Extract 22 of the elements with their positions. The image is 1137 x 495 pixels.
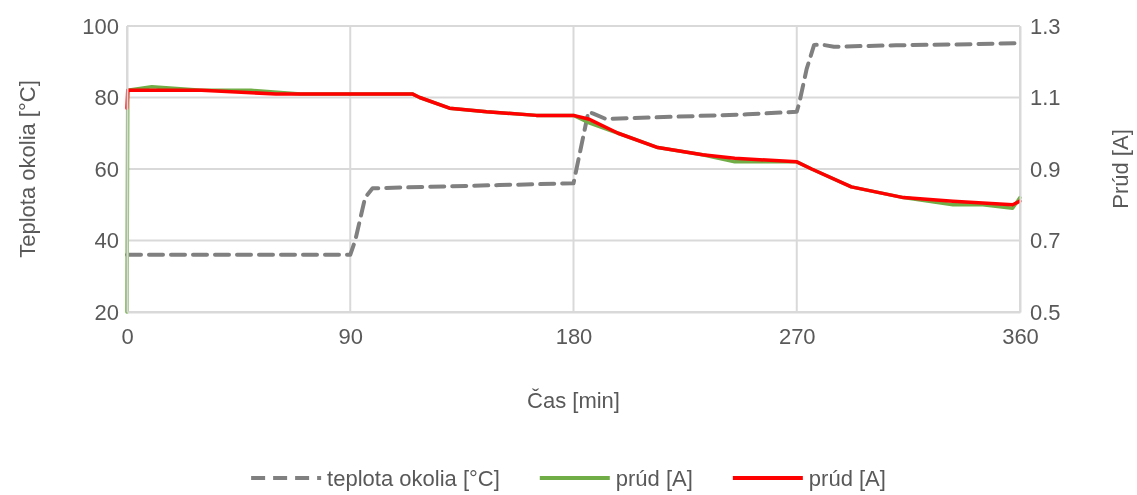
x-tick-label: 90	[338, 323, 363, 349]
x-axis-title: Čas [min]	[527, 388, 620, 413]
x-tick-label: 360	[1002, 323, 1039, 349]
y-tick-label: 60	[94, 156, 119, 182]
y-tick-label: 20	[94, 299, 119, 325]
y-axis-title: Teplota okolia [°C]	[15, 80, 40, 258]
x-tick-label: 180	[555, 323, 593, 349]
y-tick-label: 80	[94, 85, 119, 111]
y-tick-label: 40	[94, 228, 119, 254]
y2-tick-label: 1.1	[1030, 85, 1061, 111]
x-tick-label: 270	[778, 323, 816, 349]
y2-axis-title: Prúd [A]	[1107, 129, 1133, 209]
line-series	[125, 88, 1022, 207]
y2-tick-label: 0.9	[1030, 156, 1061, 182]
legend-label: teplota okolia [°C]	[327, 465, 500, 491]
y-tick-label: 100	[82, 13, 119, 39]
y2-tick-label: 1.3	[1030, 13, 1061, 39]
x-tick-label: 0	[121, 323, 134, 349]
legend-label: prúd [A]	[808, 465, 886, 491]
y2-tick-label: 0.5	[1030, 299, 1061, 325]
y2-tick-label: 0.7	[1030, 228, 1061, 254]
legend-label: prúd [A]	[615, 465, 693, 491]
